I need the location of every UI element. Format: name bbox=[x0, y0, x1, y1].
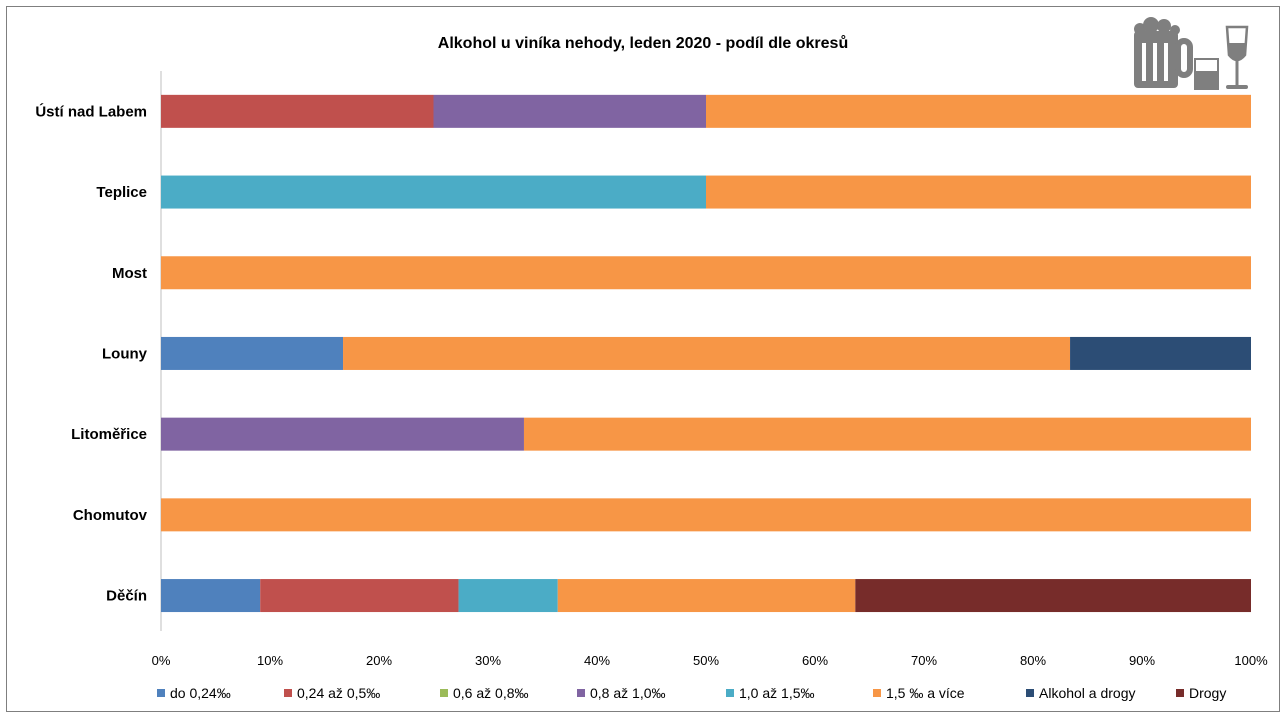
category-axis: Ústí nad Labem Teplice Most Louny Litoměřice… bbox=[35, 102, 147, 604]
x-tick-label: 20% bbox=[366, 653, 392, 668]
bar-segment bbox=[524, 418, 1251, 451]
x-tick-label: 50% bbox=[693, 653, 719, 668]
x-tick-label: 60% bbox=[802, 653, 828, 668]
legend-label: Drogy bbox=[1189, 685, 1226, 701]
legend-label: 0,8 až 1,0‰ bbox=[590, 685, 666, 701]
whisky-glass-icon bbox=[1195, 59, 1218, 89]
x-tick-label: 40% bbox=[584, 653, 610, 668]
bar-segment bbox=[343, 337, 1070, 370]
x-tick-label: 30% bbox=[475, 653, 501, 668]
category-label: Louny bbox=[102, 345, 148, 362]
bar-segment bbox=[161, 95, 434, 128]
bar-segment bbox=[161, 176, 706, 209]
legend-swatch bbox=[726, 689, 734, 697]
bar-segment bbox=[161, 418, 524, 451]
bar-segment bbox=[161, 256, 1251, 289]
plot-area bbox=[161, 71, 1251, 631]
x-tick-label: 90% bbox=[1129, 653, 1155, 668]
category-label: Chomutov bbox=[73, 507, 148, 524]
legend-label: 0,24 až 0,5‰ bbox=[297, 685, 380, 701]
drink-icons bbox=[1134, 17, 1248, 89]
x-tick-label: 80% bbox=[1020, 653, 1046, 668]
bar-segment bbox=[161, 337, 343, 370]
x-tick-label: 70% bbox=[911, 653, 937, 668]
bar-segment bbox=[706, 176, 1251, 209]
chart: Alkohol u viníka nehody, leden 2020 - po… bbox=[7, 7, 1281, 713]
bar-segment bbox=[459, 579, 558, 612]
bar-segment bbox=[161, 498, 1251, 531]
bar-segment bbox=[706, 95, 1251, 128]
wine-glass-icon bbox=[1226, 27, 1248, 89]
legend-label: 1,0 až 1,5‰ bbox=[739, 685, 815, 701]
category-label: Děčín bbox=[106, 588, 147, 605]
bar-segment bbox=[260, 579, 458, 612]
bar-segment bbox=[855, 579, 1251, 612]
legend: do 0,24‰ 0,24 až 0,5‰ 0,6 až 0,8‰ 0,8 až 1,… bbox=[157, 685, 1226, 701]
legend-label: 1,5 ‰ a více bbox=[886, 685, 965, 701]
x-tick-label: 0% bbox=[152, 653, 171, 668]
legend-swatch bbox=[873, 689, 881, 697]
x-tick-label: 100% bbox=[1234, 653, 1268, 668]
legend-label: Alkohol a drogy bbox=[1039, 685, 1136, 701]
legend-swatch bbox=[440, 689, 448, 697]
bar-segment bbox=[434, 95, 707, 128]
bar-segment bbox=[161, 579, 260, 612]
legend-swatch bbox=[284, 689, 292, 697]
bar-segment bbox=[558, 579, 856, 612]
beer-mug-icon bbox=[1134, 17, 1190, 88]
category-label: Teplice bbox=[96, 184, 147, 201]
legend-swatch bbox=[157, 689, 165, 697]
legend-label: 0,6 až 0,8‰ bbox=[453, 685, 529, 701]
category-label: Litoměřice bbox=[71, 426, 147, 443]
value-axis: 0% 10% 20% 30% 40% 50% 60% 70% 80% 90% 100% bbox=[152, 653, 1268, 668]
chart-title: Alkohol u viníka nehody, leden 2020 - po… bbox=[438, 35, 848, 52]
category-label: Most bbox=[112, 265, 147, 282]
chart-frame: Alkohol u viníka nehody, leden 2020 - po… bbox=[6, 6, 1280, 712]
legend-label: do 0,24‰ bbox=[170, 685, 231, 701]
legend-swatch bbox=[1176, 689, 1184, 697]
category-label: Ústí nad Labem bbox=[35, 102, 147, 120]
legend-swatch bbox=[577, 689, 585, 697]
bar-segment bbox=[1070, 337, 1251, 370]
x-tick-label: 10% bbox=[257, 653, 283, 668]
legend-swatch bbox=[1026, 689, 1034, 697]
